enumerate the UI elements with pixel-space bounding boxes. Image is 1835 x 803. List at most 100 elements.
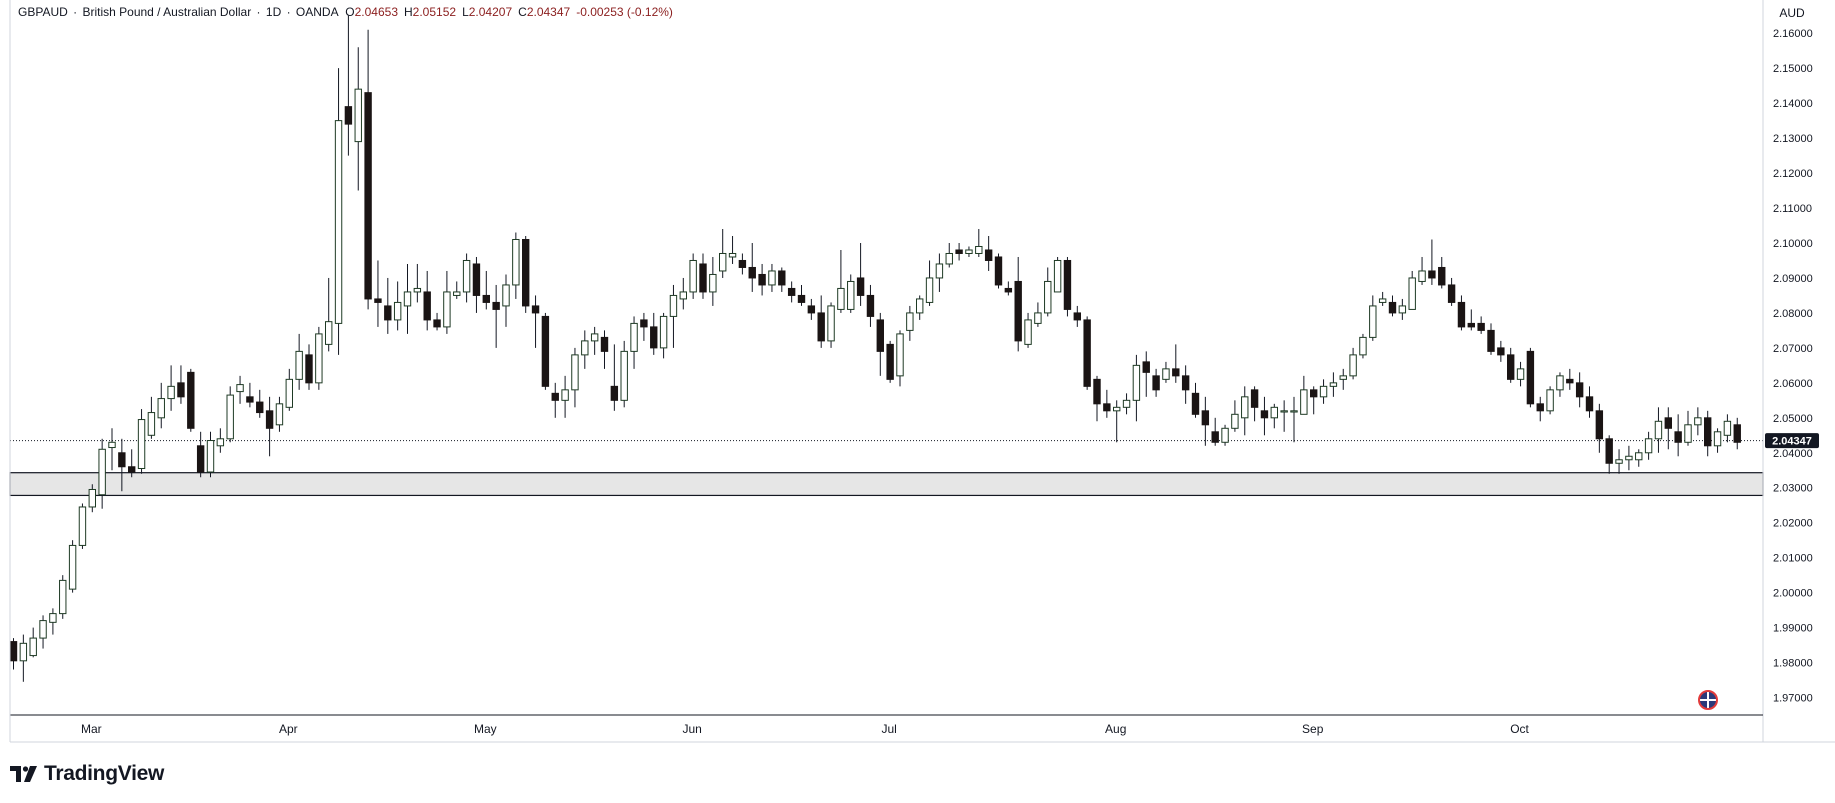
candle[interactable] [78,503,87,549]
candle[interactable] [945,242,953,268]
candle[interactable] [1713,428,1722,453]
candle[interactable] [384,277,392,334]
candle[interactable] [1280,400,1288,432]
candle[interactable] [177,365,185,404]
candle[interactable] [1556,372,1564,397]
candle[interactable] [1004,281,1013,296]
candle[interactable] [512,232,520,299]
candle[interactable] [925,260,934,306]
flag-badge-icon[interactable] [1698,690,1718,710]
candle[interactable] [1221,424,1229,446]
candle[interactable] [778,267,786,292]
candle[interactable] [305,344,313,390]
candle[interactable] [1093,375,1101,422]
candle[interactable] [1024,312,1032,348]
candle[interactable] [1329,372,1338,397]
candle[interactable] [1408,270,1416,310]
candle[interactable] [68,540,77,593]
candle[interactable] [1516,361,1525,387]
candle[interactable] [1654,407,1663,453]
candle[interactable] [167,365,175,411]
candle[interactable] [1526,347,1535,408]
candle[interactable] [374,260,382,327]
candle[interactable] [797,284,806,306]
candle[interactable] [1044,267,1052,317]
candle[interactable] [975,229,983,257]
candle[interactable] [413,263,422,303]
candle[interactable] [1447,277,1456,306]
candle[interactable] [1319,379,1328,404]
candle[interactable] [1428,239,1436,285]
candle[interactable] [866,284,875,327]
candle[interactable] [187,368,195,432]
candle[interactable] [1113,400,1121,443]
candle[interactable] [1467,309,1475,331]
candle[interactable] [98,438,106,509]
candle[interactable] [1142,351,1150,397]
symbol-name[interactable]: GBPAUD [18,5,68,19]
candle[interactable] [1369,295,1377,341]
candle[interactable] [1103,389,1111,418]
candle[interactable] [285,368,294,411]
candle[interactable] [709,256,717,306]
candle[interactable] [265,396,274,457]
candle[interactable] [541,312,550,390]
candle[interactable] [1053,256,1062,293]
candle[interactable] [1378,291,1387,306]
candle[interactable] [1339,368,1347,390]
candle[interactable] [19,634,28,682]
candle[interactable] [1733,417,1741,450]
candle[interactable] [1438,256,1446,289]
candle[interactable] [916,295,924,320]
candle[interactable] [1250,386,1259,422]
candle[interactable] [1260,396,1269,436]
candle[interactable] [88,484,96,513]
candle[interactable] [1201,396,1210,446]
candle[interactable] [1073,305,1081,327]
candle[interactable] [1122,393,1131,415]
candle[interactable] [1359,333,1367,359]
candle[interactable] [1546,386,1554,415]
candle[interactable] [226,386,234,443]
candle[interactable] [699,253,707,299]
candle[interactable] [128,449,136,478]
candle[interactable] [334,68,343,355]
candle[interactable] [1723,414,1732,443]
candle[interactable] [1644,431,1653,460]
candle[interactable] [1132,354,1141,422]
candle[interactable] [1684,410,1692,446]
candle[interactable] [423,270,431,331]
candle[interactable] [1034,302,1042,327]
candle[interactable] [462,253,471,303]
candle[interactable] [827,302,835,348]
candle[interactable] [768,263,776,292]
candle[interactable] [1497,340,1505,362]
candle[interactable] [492,284,500,348]
candle[interactable] [1625,445,1633,471]
price-axis[interactable]: 2.16000 2.15000 2.14000 2.13000 2.12000 2.110… [1773,28,1813,704]
candle[interactable] [787,281,796,303]
candle[interactable] [433,312,441,331]
candle[interactable] [1349,347,1357,380]
candle[interactable] [1241,386,1249,436]
candle[interactable] [758,263,766,296]
candle[interactable] [610,344,619,411]
candle[interactable] [49,608,57,635]
candle[interactable] [295,333,303,390]
candle[interactable] [275,396,284,432]
candle[interactable] [640,312,648,341]
interval[interactable]: 1D [265,5,282,19]
candle[interactable] [630,316,638,369]
candle[interactable] [1300,375,1308,415]
candle[interactable] [984,236,993,271]
candle[interactable] [1477,316,1485,334]
candle[interactable] [1595,403,1604,453]
candle[interactable] [147,396,156,439]
candle[interactable] [39,615,47,649]
candle[interactable] [206,431,215,478]
candle[interactable] [502,274,510,327]
candle[interactable] [876,312,884,376]
candle[interactable] [650,312,658,355]
candle[interactable] [659,312,668,359]
candle[interactable] [1575,372,1584,408]
